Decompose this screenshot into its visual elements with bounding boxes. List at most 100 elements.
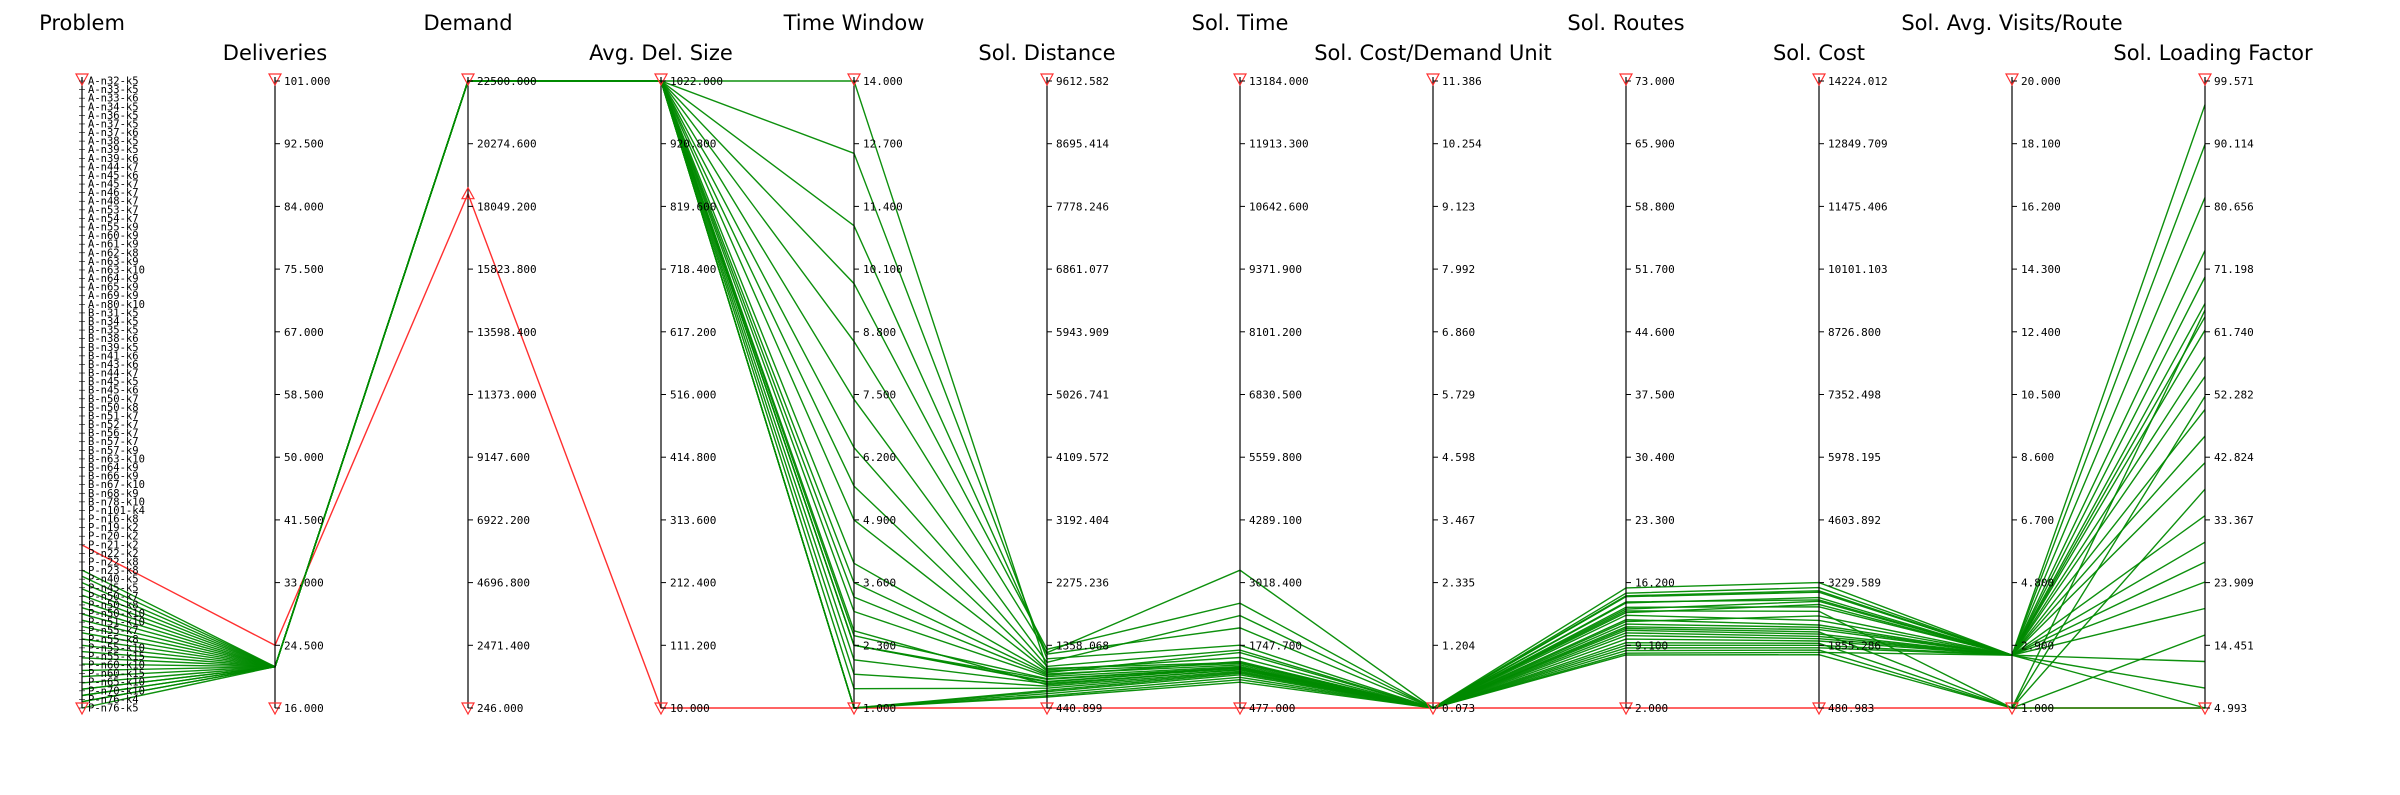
tick-label-1-10: 16.000 bbox=[284, 702, 324, 715]
tick-label-10-10: 1.000 bbox=[2021, 702, 2054, 715]
problem-label-19: A-n61-k9 bbox=[88, 239, 139, 251]
filter-handle-top-7 bbox=[1425, 73, 1441, 87]
series-line-5 bbox=[81, 80, 2206, 709]
tick-label-10-5: 10.500 bbox=[2021, 389, 2061, 402]
tick-label-9-6: 5978.195 bbox=[1828, 451, 1881, 464]
tick-label-8-0: 73.000 bbox=[1635, 75, 1675, 88]
tick-label-10-3: 14.300 bbox=[2021, 263, 2061, 276]
tick-label-2-7: 6922.200 bbox=[477, 514, 530, 527]
tick-label-2-9: 2471.400 bbox=[477, 639, 530, 652]
tick-label-3-2: 819.600 bbox=[670, 200, 716, 213]
tick-label-10-0: 20.000 bbox=[2021, 75, 2061, 88]
tick-label-7-2: 9.123 bbox=[1442, 200, 1475, 213]
tick-label-2-2: 18049.200 bbox=[477, 200, 537, 213]
tick-label-1-7: 41.500 bbox=[284, 514, 324, 527]
filter-handle-top-2 bbox=[460, 73, 476, 87]
problem-label-73: P-n76-k5 bbox=[88, 703, 139, 715]
problem-label-11: A-n45-k6 bbox=[88, 170, 139, 182]
tick-label-6-2: 10642.600 bbox=[1249, 200, 1309, 213]
problem-label-64: P-n55-k7 bbox=[88, 625, 139, 637]
problem-label-54: P-n21-k2 bbox=[88, 539, 139, 551]
range-filter-handle-0 bbox=[460, 186, 476, 200]
problem-label-34: B-n44-k7 bbox=[88, 368, 139, 380]
tick-label-5-5: 5026.741 bbox=[1056, 389, 1109, 402]
tick-label-4-9: 2.300 bbox=[863, 639, 896, 652]
problem-label-1: A-n33-k5 bbox=[88, 84, 139, 96]
axis-title-6: Sol. Time bbox=[1192, 11, 1289, 35]
tick-label-7-10: 0.073 bbox=[1442, 702, 1475, 715]
tick-label-11-0: 99.571 bbox=[2214, 75, 2254, 88]
problem-label-35: B-n45-k5 bbox=[88, 376, 139, 388]
problem-label-38: B-n50-k8 bbox=[88, 402, 139, 414]
problem-label-0: A-n32-k5 bbox=[88, 76, 139, 88]
tick-label-7-1: 10.254 bbox=[1442, 138, 1482, 151]
tick-label-11-5: 52.282 bbox=[2214, 389, 2254, 402]
filter-handle-bottom-0 bbox=[74, 702, 90, 716]
tick-label-4-4: 8.800 bbox=[863, 326, 896, 339]
tick-label-6-7: 4289.100 bbox=[1249, 514, 1302, 527]
problem-label-13: A-n46-k7 bbox=[88, 187, 139, 199]
tick-label-10-4: 12.400 bbox=[2021, 326, 2061, 339]
tick-label-8-7: 23.300 bbox=[1635, 514, 1675, 527]
tick-label-1-9: 24.500 bbox=[284, 639, 324, 652]
tick-label-11-6: 42.824 bbox=[2214, 451, 2254, 464]
problem-label-8: A-n39-k5 bbox=[88, 144, 139, 156]
problem-label-21: A-n63-k9 bbox=[88, 256, 139, 268]
tick-label-9-10: 480.983 bbox=[1828, 702, 1874, 715]
tick-label-3-0: 1022.000 bbox=[670, 75, 723, 88]
tick-label-3-5: 516.000 bbox=[670, 389, 716, 402]
tick-label-9-2: 11475.406 bbox=[1828, 200, 1888, 213]
tick-label-6-8: 3018.400 bbox=[1249, 577, 1302, 590]
tick-label-4-3: 10.100 bbox=[863, 263, 903, 276]
problem-label-10: A-n44-k7 bbox=[88, 161, 139, 173]
tick-label-9-9: 1855.286 bbox=[1828, 639, 1881, 652]
problem-label-6: A-n37-k6 bbox=[88, 127, 139, 139]
tick-label-3-7: 313.600 bbox=[670, 514, 716, 527]
problem-label-28: B-n34-k5 bbox=[88, 316, 139, 328]
problem-label-65: P-n55-k8 bbox=[88, 634, 139, 646]
problem-label-72: P-n76-k4 bbox=[88, 694, 139, 706]
filter-handle-top-1 bbox=[267, 73, 283, 87]
tick-label-8-6: 30.400 bbox=[1635, 451, 1675, 464]
problem-label-9: A-n39-k6 bbox=[88, 153, 139, 165]
filter-handle-top-8 bbox=[1618, 73, 1634, 87]
tick-label-9-5: 7352.498 bbox=[1828, 389, 1881, 402]
tick-label-1-0: 101.000 bbox=[284, 75, 330, 88]
tick-label-4-8: 3.600 bbox=[863, 577, 896, 590]
tick-label-2-10: 246.000 bbox=[477, 702, 523, 715]
problem-label-69: P-n60-k15 bbox=[88, 668, 145, 680]
tick-label-9-1: 12849.709 bbox=[1828, 138, 1888, 151]
tick-label-1-5: 58.500 bbox=[284, 389, 324, 402]
tick-label-10-6: 8.600 bbox=[2021, 451, 2054, 464]
tick-label-5-3: 6861.077 bbox=[1056, 263, 1109, 276]
problem-label-26: A-n80-k10 bbox=[88, 299, 145, 311]
axis-title-3: Avg. Del. Size bbox=[589, 41, 733, 65]
tick-label-11-3: 71.198 bbox=[2214, 263, 2254, 276]
tick-label-4-10: 1.000 bbox=[863, 702, 896, 715]
tick-label-7-6: 4.598 bbox=[1442, 451, 1475, 464]
problem-label-56: P-n22-k8 bbox=[88, 556, 139, 568]
problem-label-53: P-n20-k2 bbox=[88, 531, 139, 543]
problem-label-49: B-n78-k10 bbox=[88, 496, 145, 508]
axis-title-7: Sol. Cost/Demand Unit bbox=[1314, 41, 1552, 65]
tick-label-11-10: 4.993 bbox=[2214, 702, 2247, 715]
tick-label-1-8: 33.000 bbox=[284, 577, 324, 590]
problem-label-63: P-n51-k10 bbox=[88, 617, 145, 629]
problem-label-39: B-n51-k7 bbox=[88, 410, 139, 422]
tick-label-11-4: 61.740 bbox=[2214, 326, 2254, 339]
tick-label-9-7: 4603.892 bbox=[1828, 514, 1881, 527]
problem-label-32: B-n41-k6 bbox=[88, 350, 139, 362]
tick-label-6-9: 1747.700 bbox=[1249, 639, 1302, 652]
problem-label-57: P-n23-k8 bbox=[88, 565, 139, 577]
tick-label-8-3: 51.700 bbox=[1635, 263, 1675, 276]
problem-label-24: A-n65-k9 bbox=[88, 282, 139, 294]
tick-label-5-10: 440.899 bbox=[1056, 702, 1102, 715]
axis-title-8: Sol. Routes bbox=[1567, 11, 1684, 35]
problem-label-46: B-n66-k9 bbox=[88, 471, 139, 483]
problem-label-17: A-n55-k9 bbox=[88, 222, 139, 234]
filter-handle-top-10 bbox=[2004, 73, 2020, 87]
tick-label-10-2: 16.200 bbox=[2021, 200, 2061, 213]
axis-title-11: Sol. Loading Factor bbox=[2113, 41, 2313, 65]
tick-label-8-5: 37.500 bbox=[1635, 389, 1675, 402]
